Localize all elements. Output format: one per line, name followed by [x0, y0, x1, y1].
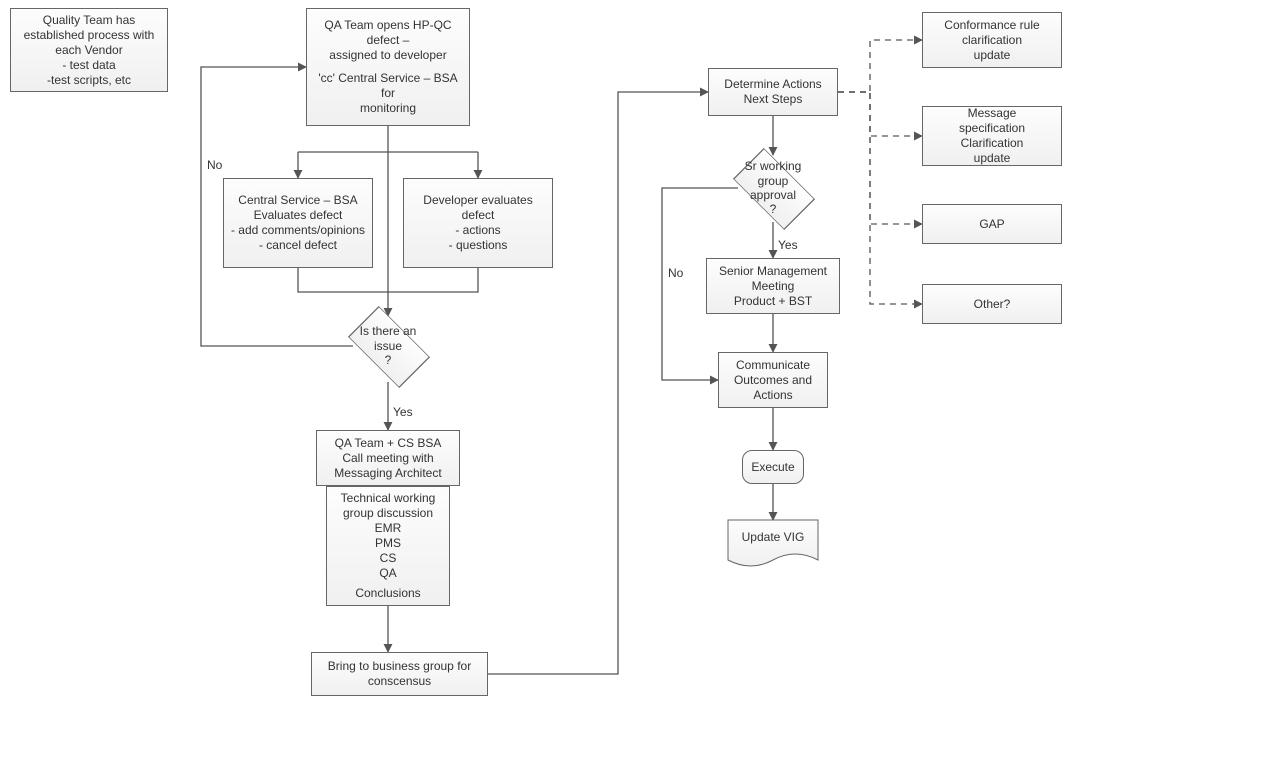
- node-text: conscensus: [368, 674, 431, 689]
- node-text: Message: [968, 106, 1017, 121]
- node-text: QA Team + CS BSA: [335, 436, 442, 451]
- node-text: Developer evaluates defect: [410, 193, 546, 223]
- node-text: approval: [750, 188, 796, 202]
- node-execute: Execute: [742, 450, 804, 484]
- edge-label-yes2: Yes: [778, 238, 798, 252]
- flowchart-edges: [0, 0, 1272, 777]
- node-text: EMR: [375, 521, 402, 536]
- node-text: - cancel defect: [259, 238, 337, 253]
- node-text: Technical working: [341, 491, 436, 506]
- node-text: each Vendor: [55, 43, 122, 58]
- node-text: Outcomes and: [734, 373, 812, 388]
- node-text: - actions: [455, 223, 500, 238]
- node-text: group discussion: [343, 506, 433, 521]
- node-text: Meeting: [752, 279, 795, 294]
- node-text: monitoring: [360, 101, 416, 116]
- node-text: Communicate: [736, 358, 810, 373]
- node-msg-spec: Message specification Clarification upda…: [922, 106, 1062, 166]
- node-text: Actions: [753, 388, 792, 403]
- node-text: Conclusions: [355, 586, 420, 601]
- node-text: update: [974, 151, 1011, 166]
- node-text: Execute: [751, 460, 794, 475]
- node-text: Update VIG: [742, 530, 805, 544]
- node-text: PMS: [375, 536, 401, 551]
- node-text: update: [974, 48, 1011, 63]
- node-text: Senior Management: [719, 264, 827, 279]
- node-text: Evaluates defect: [254, 208, 343, 223]
- node-text: Determine Actions: [724, 77, 821, 92]
- node-text: -test scripts, etc: [47, 73, 131, 88]
- node-text: Clarification: [961, 136, 1024, 151]
- decision-sr-approval: Sr working group approval ?: [745, 160, 801, 216]
- node-senior-mgmt: Senior Management Meeting Product + BST: [706, 258, 840, 314]
- node-text: Quality Team has: [43, 13, 136, 28]
- node-text: Other?: [974, 297, 1011, 312]
- node-text: GAP: [979, 217, 1004, 232]
- decision-is-issue: Is there an issue ?: [360, 318, 416, 374]
- node-qa-call: QA Team + CS BSA Call meeting with Messa…: [316, 430, 460, 486]
- node-text: assigned to developer: [329, 48, 446, 63]
- node-text: 'cc' Central Service – BSA for: [313, 71, 463, 101]
- edge-label-no1: No: [207, 158, 222, 172]
- node-text: Product + BST: [734, 294, 812, 309]
- node-text: - add comments/opinions: [231, 223, 365, 238]
- node-developer: Developer evaluates defect - actions - q…: [403, 178, 553, 268]
- node-text: QA: [379, 566, 396, 581]
- node-conformance: Conformance rule clarification update: [922, 12, 1062, 68]
- node-text: ?: [385, 353, 392, 367]
- node-text: QA Team opens HP-QC defect –: [313, 18, 463, 48]
- edge-label-yes1: Yes: [393, 405, 413, 419]
- node-other: Other?: [922, 284, 1062, 324]
- edge-label-no2: No: [668, 266, 683, 280]
- node-qa-open: QA Team opens HP-QC defect – assigned to…: [306, 8, 470, 126]
- node-text: Bring to business group for: [328, 659, 471, 674]
- node-text: Conformance rule: [944, 18, 1039, 33]
- node-text: established process with: [24, 28, 155, 43]
- node-text: Next Steps: [744, 92, 803, 107]
- node-central-service: Central Service – BSA Evaluates defect -…: [223, 178, 373, 268]
- node-text: specification: [959, 121, 1025, 136]
- node-quality-team: Quality Team has established process wit…: [10, 8, 168, 92]
- node-text: Messaging Architect: [334, 466, 441, 481]
- node-text: CS: [380, 551, 397, 566]
- node-communicate: Communicate Outcomes and Actions: [718, 352, 828, 408]
- node-update-vig-label: Update VIG: [728, 530, 818, 544]
- node-twg: Technical working group discussion EMR P…: [326, 486, 450, 606]
- node-text: - questions: [449, 238, 508, 253]
- node-text: Central Service – BSA: [238, 193, 357, 208]
- node-text: Call meeting with: [342, 451, 433, 466]
- node-text: clarification: [962, 33, 1022, 48]
- node-bring-business: Bring to business group for conscensus: [311, 652, 488, 696]
- node-text: Sr working group: [735, 159, 811, 188]
- node-determine: Determine Actions Next Steps: [708, 68, 838, 116]
- node-text: issue: [374, 339, 402, 353]
- node-gap: GAP: [922, 204, 1062, 244]
- node-text: ?: [770, 202, 777, 216]
- node-text: - test data: [62, 58, 115, 73]
- node-text: Is there an: [360, 324, 417, 338]
